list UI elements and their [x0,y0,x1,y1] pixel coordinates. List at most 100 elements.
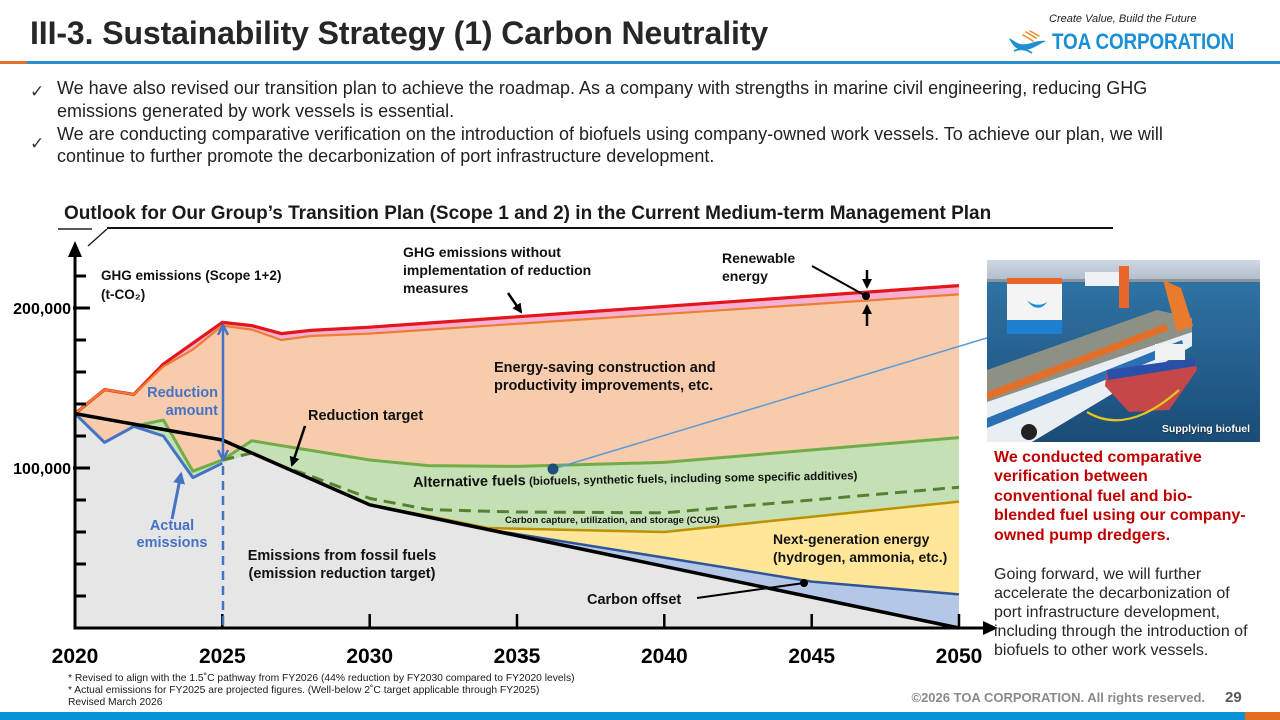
photo-leader-line [552,336,991,470]
no-reduction-pointer-arrow [506,292,523,314]
bullet-item: ✓ We have also revised our transition pl… [30,77,1163,123]
label-main: Alternative fuels [412,473,526,491]
label-line: (hydrogen, ammonia, etc.) [773,548,948,565]
x-axis-arrow-icon [983,621,998,635]
body-line: accelerate the decarbonization of [994,585,1230,602]
chart-title-underline [107,227,1113,229]
y-axis-arrow-icon [68,241,82,257]
y-axis-title: GHG emissions (Scope 1+2) (t-CO₂) [101,266,281,304]
company-name: TOA CORPORATION [1052,29,1235,54]
carbon-offset-label: Carbon offset [587,592,682,608]
company-logo: TOA CORPORATION [1008,29,1264,55]
ccus-label: Carbon capture, utilization, and storage… [505,515,720,526]
chart-tick-labels: 100,000 200,000 2020 2025 2030 2035 2040 2045 20… [13,301,982,668]
chart-annotation-marks [58,228,991,628]
energy-saving-label: Energy-saving construction and productiv… [494,359,716,395]
renewable-leader-dot [862,292,870,300]
series-line-after-energy-saving [133,418,960,473]
chart-bands [75,285,959,628]
body-line: including through the introduction of [994,623,1248,640]
series-line-after-next-gen [487,528,960,596]
photo-caption: Supplying biofuel [1161,423,1250,435]
label-line: energy [722,268,768,284]
y-tick-label: 200,000 [13,301,71,318]
highlight-line: blended fuel using our company- [994,507,1246,525]
photo-gantry [1163,280,1193,332]
photo-cabin-logo [1027,300,1047,308]
photo-hull-stripe-blue [987,340,1184,428]
footnotes: * Revised to align with the 1.5˚C pathwa… [68,673,575,709]
y-tick-label: 100,000 [13,461,71,478]
footnote: * Revised to align with the 1.5˚C pathwa… [68,673,575,684]
x-tick-label: 2035 [494,645,541,668]
photo-hull-stripe-orange [987,324,1169,400]
highlight-line: conventional fuel and bio- [994,487,1193,505]
body-line: port infrastructure development, [994,604,1220,621]
chart-series [73,284,960,630]
chart-title: Outlook for Our Group’s Transition Plan … [64,203,992,224]
next-generation-energy-label: Next-generation energy (hydrogen, ammoni… [773,531,947,566]
slide-title: III-3. Sustainability Strategy (1) Carbo… [30,15,769,51]
label-line: Emissions from fossil fuels [247,548,437,564]
y-axis-unit: (t-CO₂) [101,287,146,302]
page-number: 29 [1225,689,1242,706]
label-line: measures [403,280,469,296]
highlight-text: We conducted comparative verification be… [994,448,1246,545]
label-line: Next-generation energy [773,531,930,547]
title-break-diagonal [87,228,108,247]
label-line: (emission reduction target) [248,566,436,582]
chart-axes [68,241,998,635]
label-line: emissions [136,535,208,551]
photo-leader-dot [547,463,559,475]
x-tick-label: 2030 [346,645,393,668]
highlight-line: verification between [994,468,1148,486]
checkmark-icon: ✓ [30,133,45,154]
actual-emissions-label: Actual emissions [128,518,216,552]
actual-emissions-pointer-arrow [170,471,186,520]
bullet-text-line: continue to further promote the decarbon… [57,146,715,167]
body-line: biofuels to other work vessels. [994,642,1209,659]
no-reduction-label: GHG emissions without implementation of … [403,243,591,297]
bullet-list: ✓ We have also revised our transition pl… [30,77,1163,168]
x-tick-label: 2050 [936,645,983,668]
photo-crane [1119,266,1129,308]
series-line-actual [73,412,223,480]
reduction-target-pointer-arrow [289,425,307,467]
highlight-line: We conducted comparative [994,449,1202,466]
reduction-amount-label: Reduction amount [126,384,218,420]
body-line: Going forward, we will further [994,566,1202,583]
series-line-reduction-target [74,411,960,630]
photo-lifeboat [1085,272,1125,286]
label-detail: (biofuels, synthetic fuels, including so… [525,470,858,489]
highlight-line: owned pump dredgers. [994,526,1171,544]
renewable-energy-label: Renewable energy [722,249,795,285]
header-rule [27,61,1280,64]
label-line: implementation of reduction [403,262,592,278]
reduction-target-label: Reduction target [308,408,424,424]
photo-tug-band [1107,358,1196,380]
x-tick-label: 2045 [788,645,835,668]
biofuel-supply-photo: Supplying biofuel [987,260,1260,442]
y-axis-title-text: GHG emissions (Scope 1+2) [101,268,282,283]
label-line: productivity improvements, etc. [494,378,714,394]
label-line: amount [165,403,218,419]
bullet-text-line: We are conducting comparative verificati… [57,123,1163,144]
revision-note: Revised March 2026 [68,697,163,708]
bullet-text-line: emissions generated by work vessels is e… [57,100,455,121]
carbon-offset-leader-dot [800,579,808,587]
label-line: Energy-saving construction and [494,360,716,376]
label-line: Renewable [722,250,796,266]
photo-cabin-roof [1007,278,1062,284]
x-tick-label: 2025 [199,645,246,668]
bullet-text-line: We have also revised our transition plan… [57,78,1148,98]
label-line: Actual [149,518,195,534]
checkmark-icon: ✓ [30,82,45,102]
bullet-item: ✓ We are conducting comparative verifica… [30,123,1163,169]
fossil-fuels-label: Emissions from fossil fuels (emission re… [232,547,452,583]
copyright: ©2026 TOA CORPORATION. All rights reserv… [911,690,1206,705]
footnote: * Actual emissions for FY2025 are projec… [68,685,540,696]
label-line: Reduction [147,385,218,401]
renewable-leader-line [811,265,867,297]
band-fossil-fuels [75,413,959,628]
